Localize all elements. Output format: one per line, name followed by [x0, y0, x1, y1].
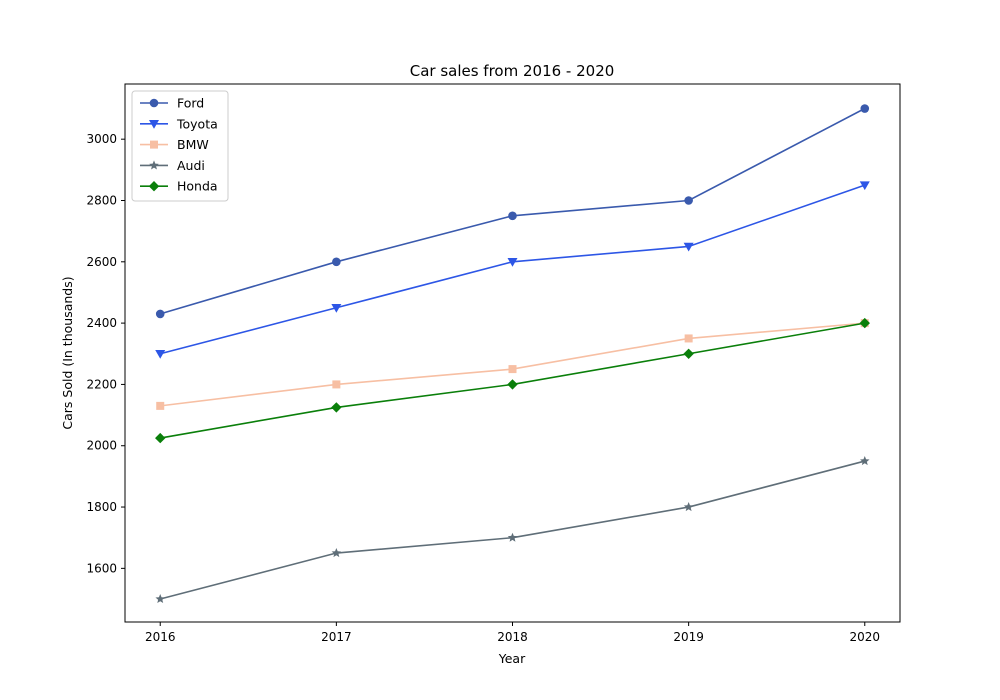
series-line-bmw — [160, 322, 865, 407]
x-tick-label: 2020 — [849, 630, 880, 644]
data-point-toyota — [331, 304, 342, 313]
y-tick-label: 2800 — [86, 193, 117, 207]
y-axis-label: Cars Sold (In thousands) — [60, 276, 75, 429]
data-point-honda — [859, 317, 870, 329]
data-point-audi — [860, 456, 870, 466]
legend-box — [131, 90, 229, 202]
data-point-audi — [683, 502, 694, 512]
series-line-ford — [160, 107, 866, 315]
data-point-audi — [507, 532, 518, 542]
y-tick-label: 2000 — [86, 439, 117, 453]
data-point-ford — [332, 257, 341, 267]
legend-label-audi: Audi — [177, 158, 205, 173]
data-point-toyota — [859, 181, 870, 191]
data-point-ford — [684, 196, 693, 205]
data-point-bmw — [332, 380, 341, 389]
x-axis-label: Year — [498, 651, 526, 666]
data-point-toyota — [507, 258, 518, 267]
data-point-ford — [860, 104, 870, 113]
legend-label-ford: Ford — [177, 96, 204, 111]
legend-marker-ford — [149, 98, 159, 108]
series-line-audi — [160, 460, 865, 600]
y-tick-label: 2200 — [86, 377, 117, 391]
legend-marker-bmw — [150, 140, 158, 149]
y-tick-label: 1800 — [86, 500, 117, 514]
data-point-toyota — [683, 242, 694, 252]
data-point-honda — [683, 348, 694, 359]
data-point-audi — [155, 594, 165, 604]
x-tick-label: 2016 — [145, 630, 176, 644]
plot-frame — [124, 83, 901, 623]
x-tick-label: 2018 — [497, 630, 528, 644]
data-point-audi — [331, 548, 342, 558]
legend-label-bmw: BMW — [177, 137, 209, 152]
y-tick-label: 1600 — [86, 561, 117, 575]
plot-area: 2016 2017 2018 2019 2020 1600 1800 2000 2200 2400… — [86, 83, 901, 644]
data-point-bmw — [684, 334, 693, 343]
data-point-bmw — [508, 365, 517, 374]
x-tick-label: 2017 — [321, 630, 352, 644]
y-tick-label: 2400 — [86, 316, 117, 330]
data-point-honda — [155, 432, 166, 444]
y-tick-label: 2600 — [86, 255, 117, 269]
y-tick-label: 3000 — [86, 132, 117, 146]
data-point-honda — [507, 379, 518, 390]
data-point-ford — [155, 309, 165, 319]
data-point-toyota — [155, 350, 166, 359]
data-point-honda — [331, 402, 342, 413]
legend-marker-audi — [149, 160, 159, 170]
legend-marker-honda — [148, 181, 160, 192]
chart-title: Car sales from 2016 - 2020 — [410, 62, 615, 80]
legend-label-toyota: Toyota — [176, 116, 218, 131]
series-line-toyota — [160, 184, 866, 355]
data-point-bmw — [156, 401, 165, 410]
data-point-ford — [508, 211, 517, 221]
legend-marker-toyota — [149, 120, 159, 129]
legend-label-honda: Honda — [177, 179, 218, 194]
x-tick-label: 2019 — [673, 630, 704, 644]
